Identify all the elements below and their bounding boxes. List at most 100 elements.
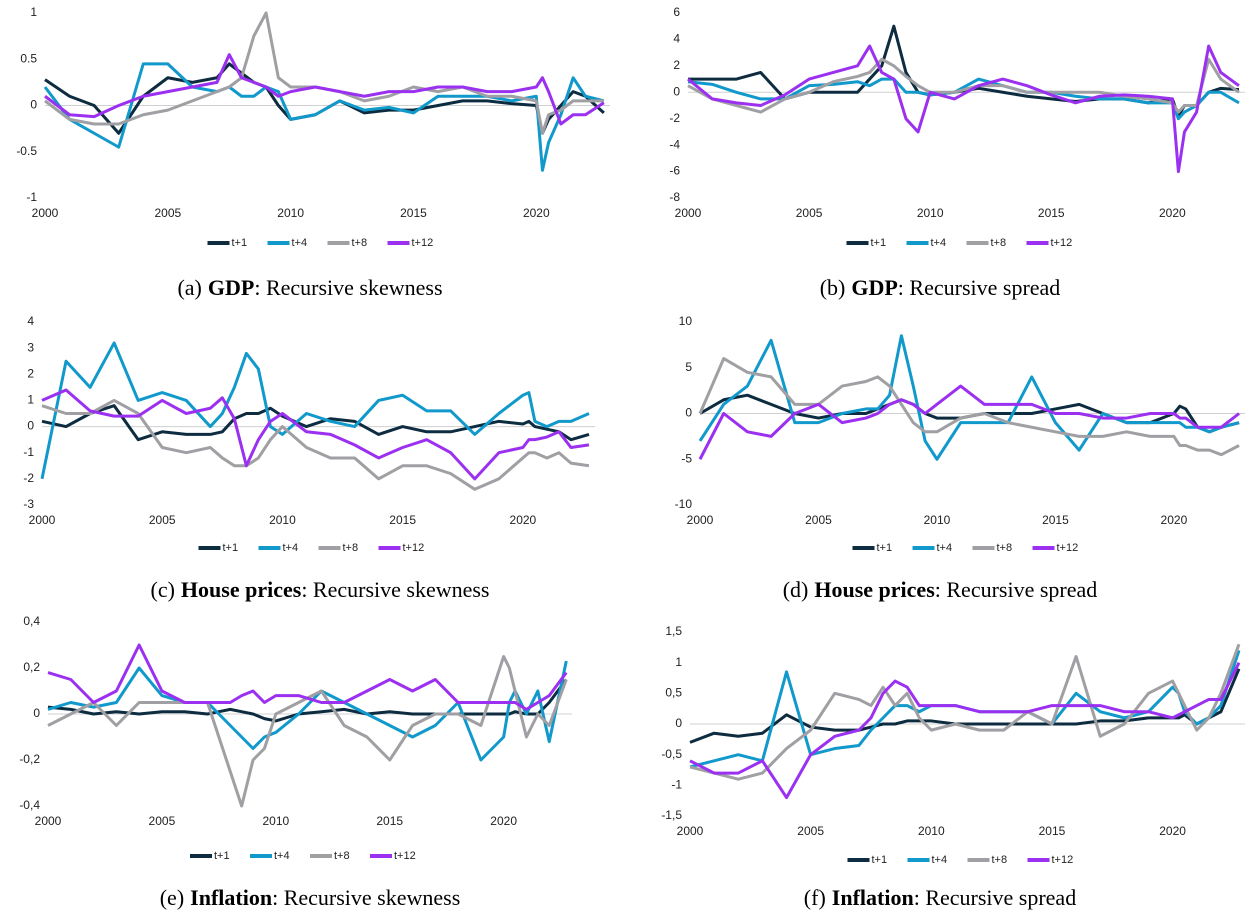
y-tick-label: 4 (27, 314, 34, 328)
x-tick-label: 2010 (917, 206, 944, 220)
caption-label: (a) (177, 275, 201, 300)
x-tick-label: 2015 (400, 206, 427, 220)
y-tick-label: 5 (685, 360, 692, 374)
y-tick-label: -0,2 (19, 752, 40, 766)
legend-label: t+4 (931, 237, 947, 249)
legend-label: t+1 (223, 542, 239, 554)
series-line (47, 655, 568, 808)
legend-label: t+8 (992, 854, 1008, 866)
y-tick-label: 0 (673, 84, 680, 98)
y-tick-label: 0 (675, 716, 682, 730)
x-tick-label: 2020 (1161, 513, 1188, 527)
series-line (41, 388, 590, 481)
caption: (c) House prices: Recursive skewness (151, 577, 490, 602)
panel: -3 -2 -1 0 1 2 3 4 2000 2005 2010 2015 2020 t+1 t+4 t+8… (23, 314, 595, 602)
x-tick-label: 2015 (376, 814, 403, 828)
x-tick-label: 2020 (510, 513, 537, 527)
legend-label: t+1 (871, 237, 887, 249)
x-tick-label: 2015 (1042, 513, 1069, 527)
legend-label: t+12 (394, 850, 416, 862)
y-tick-label: -10 (675, 497, 693, 511)
y-tick-label: 2 (27, 366, 34, 380)
legend-label: t+12 (412, 237, 434, 249)
y-tick-label: -0,4 (19, 798, 40, 812)
x-tick-label: 2010 (269, 513, 296, 527)
caption-bold: House prices (814, 577, 935, 602)
y-tick-label: -1 (23, 445, 34, 459)
panel: -8 -6 -4 -2 0 2 4 6 2000 2005 2010 2015 2020 t+1 t+4 t+… (669, 5, 1245, 300)
x-tick-label: 2010 (918, 824, 945, 838)
legend-label: t+4 (283, 542, 299, 554)
legend-label: t+4 (937, 542, 953, 554)
x-tick-label: 2000 (687, 513, 714, 527)
x-tick-label: 2000 (677, 824, 704, 838)
y-tick-label: 0,5 (665, 686, 682, 700)
caption-text: : Recursive spread (935, 577, 1098, 602)
caption: (a) GDP: Recursive skewness (177, 275, 442, 300)
legend-label: t+1 (232, 237, 248, 249)
x-tick-label: 2020 (523, 206, 550, 220)
y-tick-label: -0.5 (16, 144, 37, 158)
caption-label: (d) (783, 577, 809, 602)
y-tick-label: -8 (669, 190, 680, 204)
series-line (47, 660, 568, 762)
x-tick-label: 2010 (277, 206, 304, 220)
series-line (687, 57, 1240, 114)
caption-label: (c) (151, 577, 175, 602)
y-tick-label: -2 (669, 111, 680, 125)
series-line (687, 77, 1240, 121)
legend-label: t+1 (877, 542, 893, 554)
legend-label: t+12 (403, 542, 425, 554)
y-tick-label: -4 (669, 137, 680, 151)
legend-label: t+4 (292, 237, 308, 249)
y-tick-label: -2 (23, 471, 34, 485)
x-tick-label: 2000 (35, 814, 62, 828)
x-tick-label: 2000 (675, 206, 702, 220)
legend-label: t+8 (352, 237, 368, 249)
caption-text: : Recursive skewness (254, 275, 442, 300)
x-tick-label: 2020 (1159, 824, 1186, 838)
series-line (41, 398, 590, 491)
y-tick-label: 1 (27, 393, 34, 407)
y-tick-label: -0,5 (661, 747, 682, 761)
x-tick-label: 2005 (149, 814, 176, 828)
y-tick-label: 0,2 (23, 660, 40, 674)
y-tick-label: 0 (33, 706, 40, 720)
panel: -10 -5 0 5 10 2000 2005 2010 2015 2020 t+1 t+4 t+8 t+… (675, 314, 1245, 602)
series-line (689, 662, 1241, 800)
y-tick-label: 1 (30, 5, 37, 19)
legend-label: t+8 (334, 850, 350, 862)
y-tick-label: -1 (671, 778, 682, 792)
series-line (43, 62, 605, 172)
y-tick-label: 0 (27, 419, 34, 433)
x-tick-label: 2005 (805, 513, 832, 527)
x-tick-label: 2015 (389, 513, 416, 527)
y-tick-label: 10 (679, 314, 693, 328)
x-tick-label: 2005 (154, 206, 181, 220)
y-tick-label: -1,5 (661, 808, 682, 822)
caption-label: (e) (160, 885, 184, 910)
y-tick-label: 1,5 (665, 624, 682, 638)
y-tick-label: -6 (669, 164, 680, 178)
series-line (698, 334, 1240, 461)
panel: -1,5 -1 -0,5 0 0,5 1 1,5 2000 2005 2010 2015 2020 t+… (661, 624, 1245, 910)
caption-label: (b) (820, 275, 846, 300)
x-tick-label: 2015 (1039, 824, 1066, 838)
caption: (e) Inflation: Recursive skewness (160, 885, 461, 910)
x-tick-label: 2010 (924, 513, 951, 527)
caption: (b) GDP: Recursive spread (820, 275, 1061, 300)
x-tick-label: 2015 (1038, 206, 1065, 220)
series-line (41, 404, 590, 442)
caption: (f) Inflation: Recursive spread (804, 885, 1076, 910)
y-tick-label: 0 (30, 98, 37, 112)
y-tick-label: 3 (27, 340, 34, 354)
y-tick-label: 0.5 (20, 51, 37, 65)
legend-label: t+1 (214, 850, 230, 862)
legend-label: t+12 (1051, 237, 1073, 249)
caption-bold: GDP (208, 275, 254, 300)
y-tick-label: 4 (673, 32, 680, 46)
x-tick-label: 2000 (29, 513, 56, 527)
legend-label: t+8 (343, 542, 359, 554)
series-line (47, 643, 568, 711)
